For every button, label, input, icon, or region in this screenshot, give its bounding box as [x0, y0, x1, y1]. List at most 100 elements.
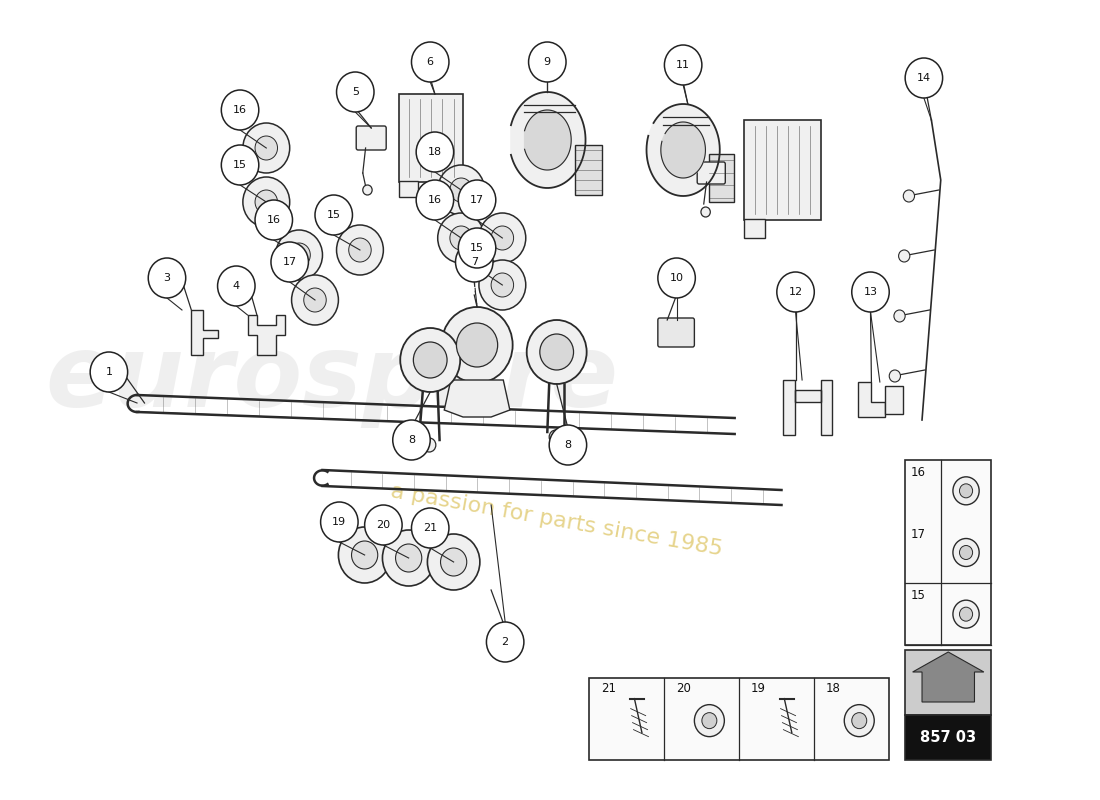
Bar — [744, 120, 821, 220]
Circle shape — [243, 123, 289, 173]
Circle shape — [702, 713, 717, 729]
Polygon shape — [647, 104, 719, 196]
Circle shape — [701, 207, 711, 217]
Circle shape — [959, 546, 972, 559]
Circle shape — [218, 266, 255, 306]
Bar — [399, 181, 418, 197]
Text: 857 03: 857 03 — [921, 730, 977, 746]
Bar — [905, 460, 991, 645]
Text: 2: 2 — [502, 637, 508, 647]
Circle shape — [428, 534, 480, 590]
Bar — [710, 154, 734, 202]
Circle shape — [396, 544, 421, 572]
Text: 16: 16 — [233, 105, 248, 115]
Circle shape — [953, 600, 979, 628]
Polygon shape — [783, 380, 832, 435]
Circle shape — [383, 530, 434, 586]
Circle shape — [905, 58, 943, 98]
Text: eurospare: eurospare — [45, 331, 618, 429]
Bar — [884, 386, 903, 414]
Circle shape — [491, 273, 514, 297]
Circle shape — [953, 538, 979, 566]
Circle shape — [851, 713, 867, 729]
Circle shape — [416, 132, 453, 172]
Circle shape — [459, 228, 496, 268]
Circle shape — [271, 242, 308, 282]
FancyBboxPatch shape — [697, 162, 725, 184]
Circle shape — [549, 425, 586, 465]
Text: 11: 11 — [676, 60, 690, 70]
Circle shape — [658, 258, 695, 298]
Circle shape — [903, 190, 914, 202]
Bar — [744, 219, 764, 238]
Circle shape — [364, 505, 403, 545]
Text: 9: 9 — [543, 57, 551, 67]
Circle shape — [148, 258, 186, 298]
Text: 12: 12 — [789, 287, 803, 297]
Bar — [399, 94, 463, 182]
Circle shape — [255, 136, 277, 160]
Circle shape — [894, 310, 905, 322]
Text: 13: 13 — [864, 287, 878, 297]
Circle shape — [422, 438, 436, 452]
Circle shape — [540, 334, 573, 370]
Circle shape — [459, 180, 496, 220]
Polygon shape — [512, 92, 585, 188]
Polygon shape — [525, 110, 571, 170]
Circle shape — [414, 342, 447, 378]
Text: 15: 15 — [233, 160, 248, 170]
Circle shape — [337, 225, 384, 275]
Text: 1: 1 — [106, 367, 112, 377]
Text: 15: 15 — [911, 590, 925, 602]
Circle shape — [664, 45, 702, 85]
Circle shape — [400, 328, 460, 392]
Bar — [590, 678, 889, 760]
Circle shape — [438, 213, 484, 263]
Text: 14: 14 — [916, 73, 931, 83]
Text: 4: 4 — [233, 281, 240, 291]
Text: 20: 20 — [376, 520, 390, 530]
Circle shape — [889, 370, 901, 382]
Circle shape — [491, 226, 514, 250]
Circle shape — [478, 260, 526, 310]
Polygon shape — [858, 382, 884, 417]
FancyBboxPatch shape — [658, 318, 694, 347]
Circle shape — [363, 185, 372, 195]
Text: 17: 17 — [470, 195, 484, 205]
Circle shape — [959, 484, 972, 498]
Circle shape — [478, 213, 526, 263]
Circle shape — [288, 243, 310, 267]
FancyBboxPatch shape — [356, 126, 386, 150]
Circle shape — [438, 165, 484, 215]
Circle shape — [549, 430, 562, 444]
Circle shape — [276, 230, 322, 280]
Circle shape — [320, 502, 359, 542]
Circle shape — [90, 352, 128, 392]
Circle shape — [456, 323, 497, 367]
Text: 20: 20 — [675, 682, 691, 695]
Circle shape — [529, 42, 566, 82]
Circle shape — [959, 607, 972, 621]
Text: 8: 8 — [564, 440, 572, 450]
Circle shape — [527, 320, 586, 384]
Polygon shape — [913, 652, 983, 702]
Circle shape — [953, 477, 979, 505]
Circle shape — [777, 272, 814, 312]
Bar — [905, 715, 991, 760]
Text: 18: 18 — [428, 147, 442, 157]
Text: 16: 16 — [911, 466, 926, 479]
Circle shape — [315, 195, 352, 235]
Circle shape — [349, 238, 371, 262]
Circle shape — [411, 508, 449, 548]
Circle shape — [292, 275, 339, 325]
Circle shape — [221, 90, 258, 130]
Text: 8: 8 — [408, 435, 415, 445]
Text: 5: 5 — [352, 87, 359, 97]
Circle shape — [450, 226, 472, 250]
Circle shape — [440, 548, 466, 576]
Text: 21: 21 — [424, 523, 438, 533]
Text: 7: 7 — [471, 257, 477, 267]
Circle shape — [339, 527, 390, 583]
Circle shape — [337, 72, 374, 112]
Text: 15: 15 — [470, 243, 484, 253]
